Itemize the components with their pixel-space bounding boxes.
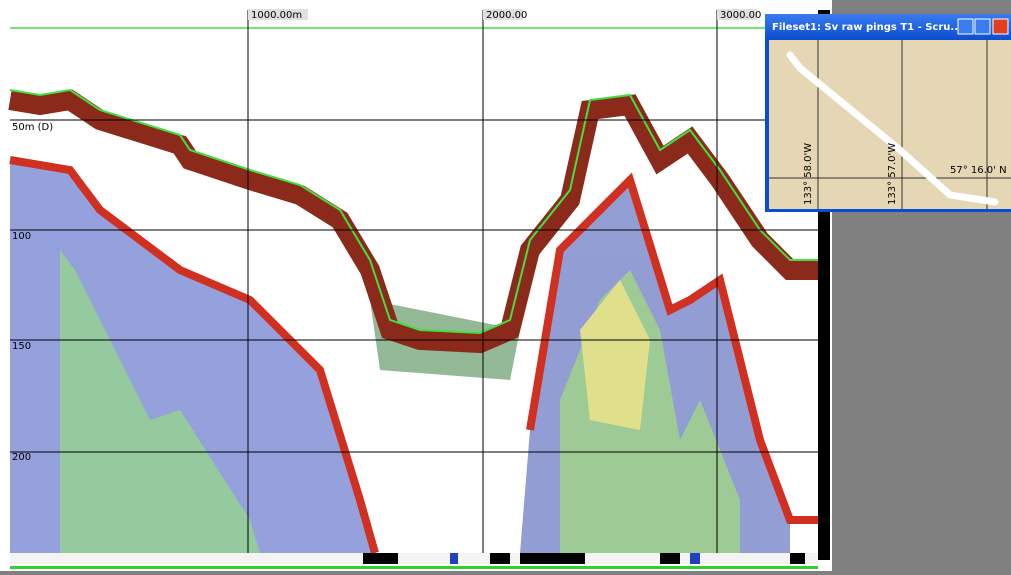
longitude-label: 133° 58.0'W — [803, 143, 814, 205]
depth-label: 100 — [12, 231, 31, 242]
longitude-label: 133° 57.0'W — [887, 143, 898, 205]
distance-label: 1000.00m — [251, 10, 302, 21]
ping-strip-marks — [363, 553, 805, 564]
maximize-button[interactable] — [974, 18, 991, 35]
minimize-button[interactable] — [957, 18, 974, 35]
echo-speckle — [10, 160, 790, 553]
depth-label: 50m (D) — [12, 122, 53, 133]
label-bg — [248, 9, 308, 20]
map — [769, 40, 1011, 209]
seabed-line — [9, 88, 818, 335]
label-bg — [483, 9, 523, 20]
seabed — [8, 89, 818, 354]
close-button[interactable] — [992, 18, 1009, 35]
label-bg — [717, 9, 757, 20]
ping-strip — [10, 553, 818, 564]
distance-label: 3000.00 — [720, 10, 761, 21]
depth-label: 150 — [12, 341, 31, 352]
window-title: Fileset1: Sv raw pings T1 - Scru... — [772, 22, 962, 33]
second-echo — [9, 156, 379, 555]
map-window[interactable]: Fileset1: Sv raw pings T1 - Scru... 133°… — [765, 14, 1011, 212]
latitude-label: 57° 16.0' N — [950, 165, 1007, 176]
ship-track — [786, 51, 999, 206]
depth-label: 200 — [12, 452, 31, 463]
distance-label: 2000.00 — [486, 10, 527, 21]
grid — [10, 10, 818, 553]
status-line — [10, 566, 818, 569]
map-grid — [769, 40, 1011, 209]
